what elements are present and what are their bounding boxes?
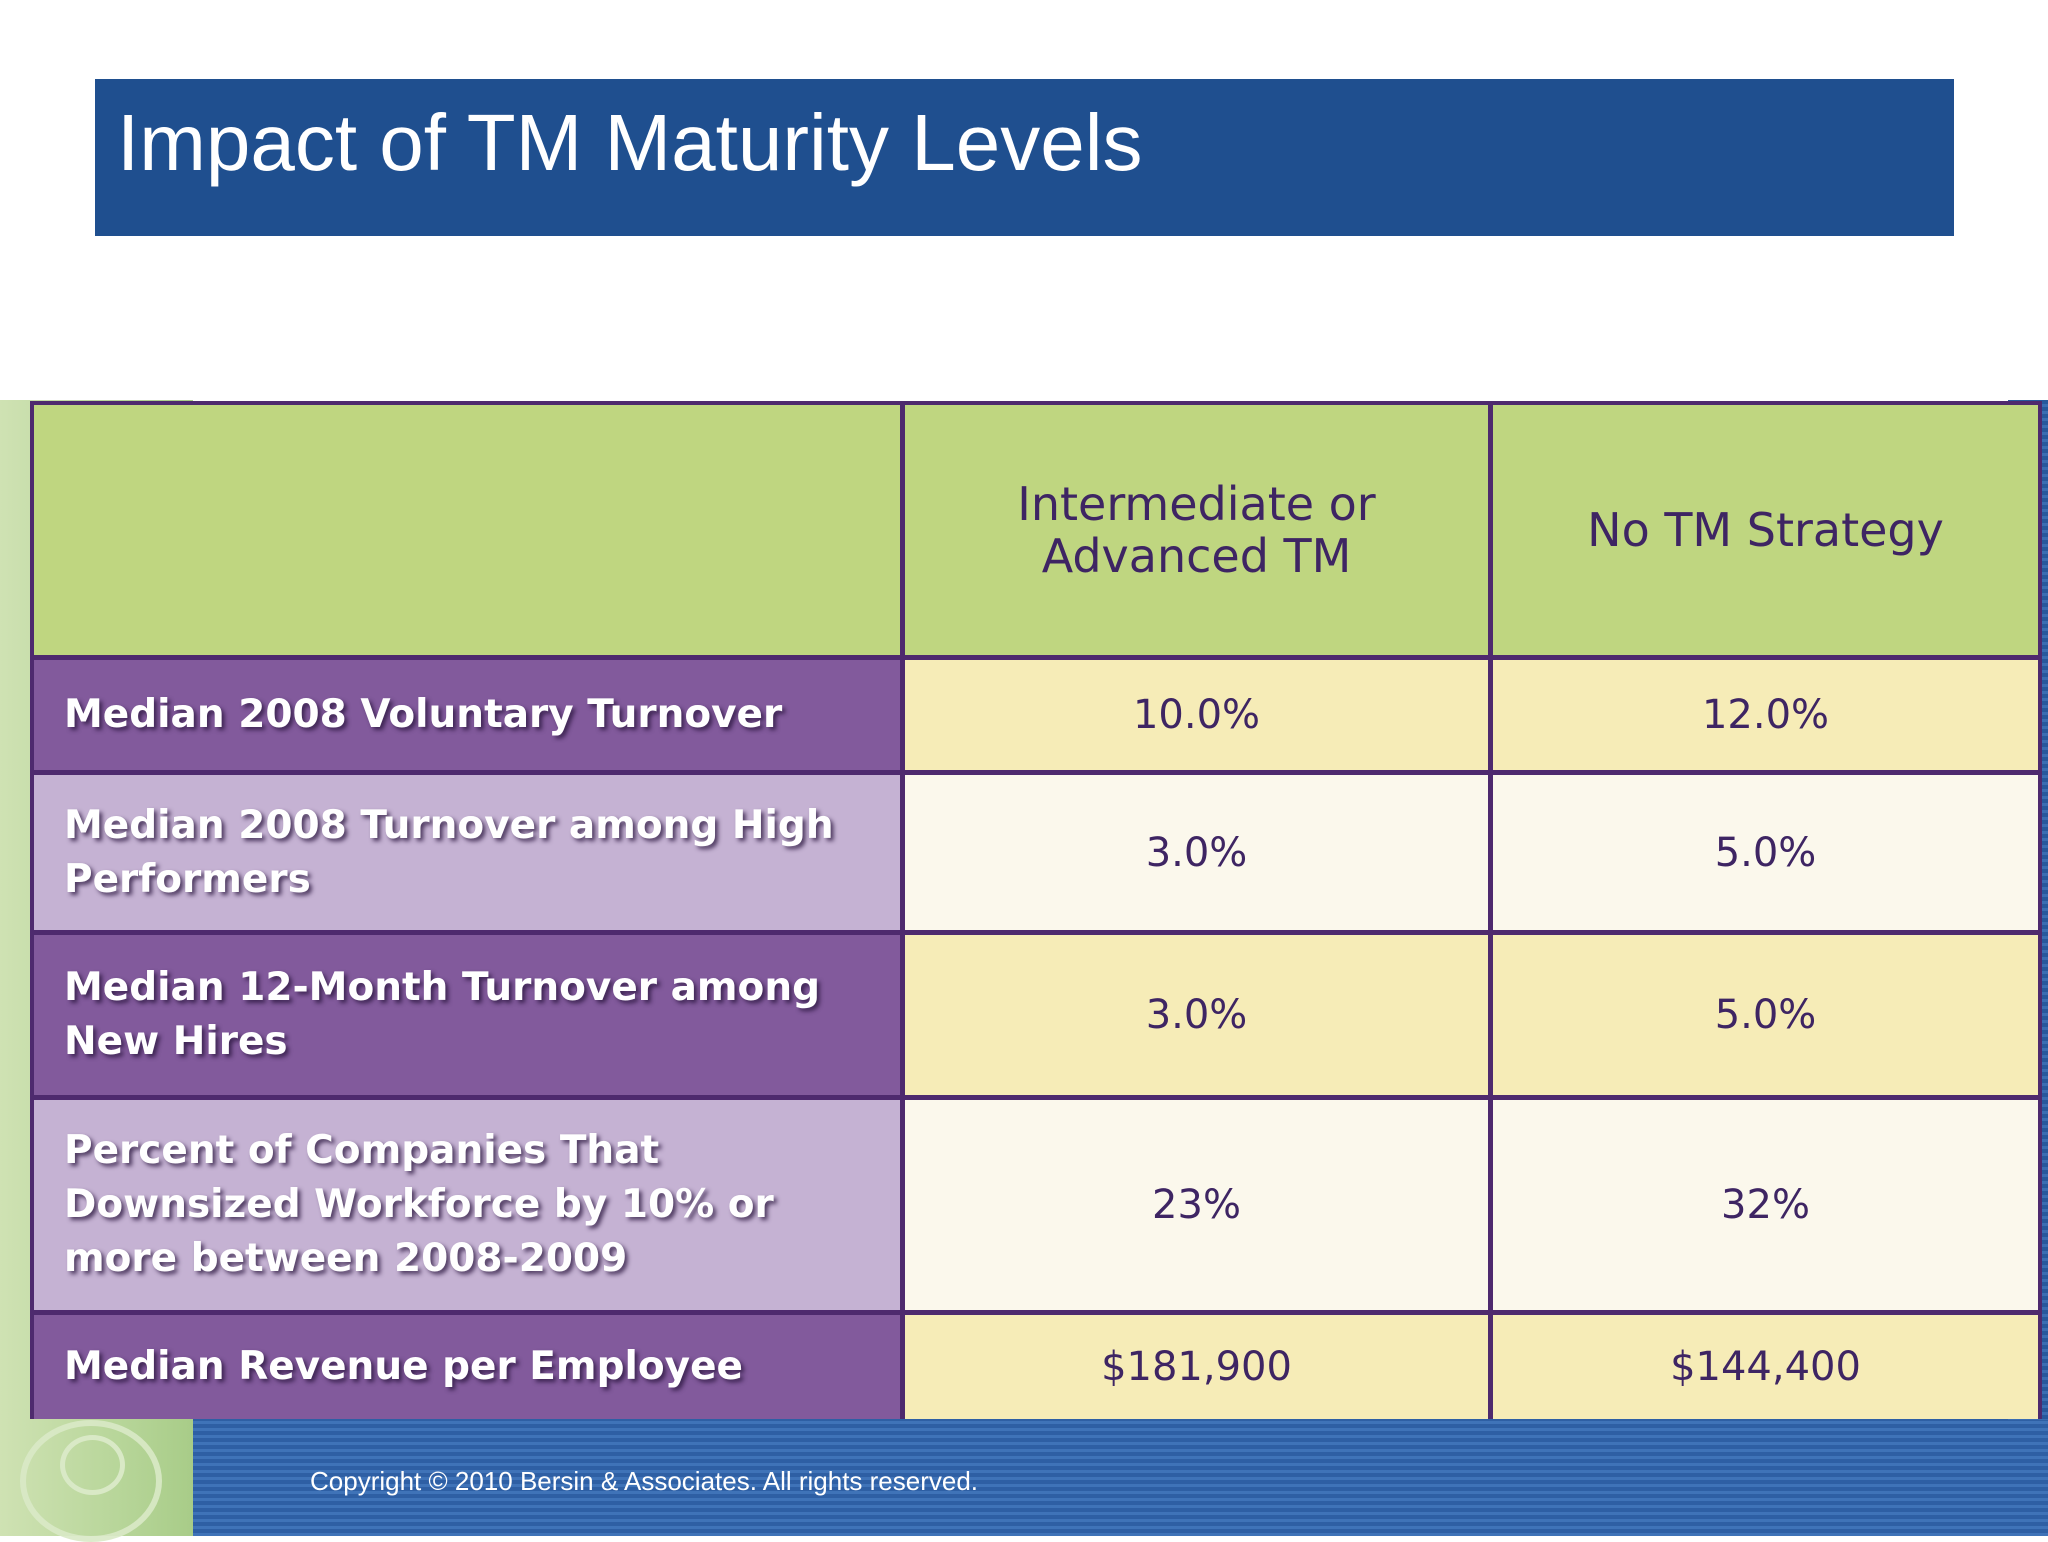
decorative-swirl-inner <box>60 1435 125 1495</box>
row-value-intermediate: 3.0% <box>905 775 1488 930</box>
header-intermediate-advanced: Intermediate or Advanced TM <box>905 405 1488 655</box>
row-label: Median 12-Month Turnover among New Hires <box>34 935 900 1095</box>
row-value-intermediate: 23% <box>905 1100 1488 1310</box>
row-label: Percent of Companies That Downsized Work… <box>34 1100 900 1310</box>
row-label: Median 2008 Turnover among High Performe… <box>34 775 900 930</box>
row-value-intermediate: 10.0% <box>905 660 1488 770</box>
row-label: Median 2008 Voluntary Turnover <box>34 660 900 770</box>
header-empty-cell <box>34 405 900 655</box>
row-value-no-strategy: 12.0% <box>1493 660 2038 770</box>
row-value-no-strategy: 32% <box>1493 1100 2038 1310</box>
header-no-tm-strategy: No TM Strategy <box>1493 405 2038 655</box>
title-bar: Impact of TM Maturity Levels <box>95 79 1954 236</box>
row-value-no-strategy: 5.0% <box>1493 775 2038 930</box>
copyright-notice: Copyright © 2010 Bersin & Associates. Al… <box>310 1466 979 1496</box>
row-value-intermediate: 3.0% <box>905 935 1488 1095</box>
row-label: Median Revenue per Employee <box>34 1315 900 1419</box>
row-value-no-strategy: $144,400 <box>1493 1315 2038 1419</box>
comparison-table: Intermediate or Advanced TM No TM Strate… <box>30 401 2042 1419</box>
row-value-no-strategy: 5.0% <box>1493 935 2038 1095</box>
row-value-intermediate: $181,900 <box>905 1315 1488 1419</box>
slide-title: Impact of TM Maturity Levels <box>117 98 1143 187</box>
background-blue-band <box>193 1410 2048 1536</box>
